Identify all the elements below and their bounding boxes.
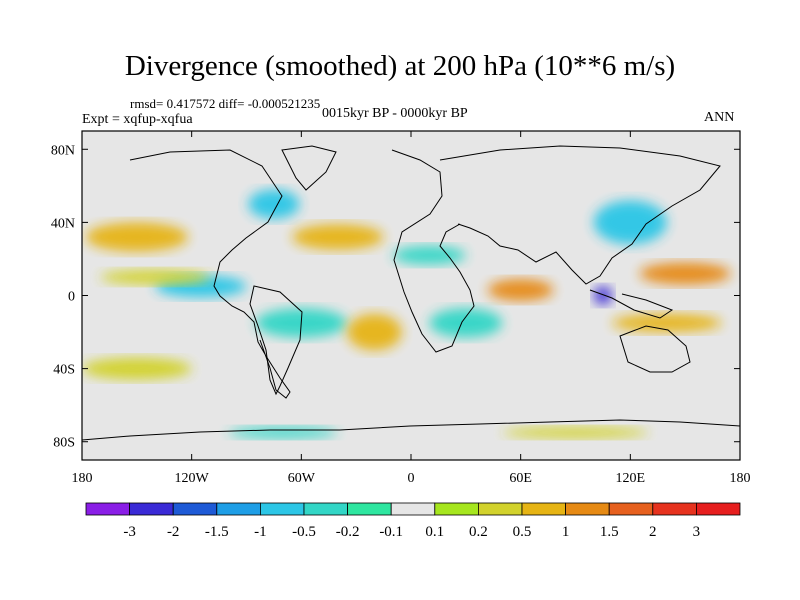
colorbar-label: -0.2 <box>336 524 360 540</box>
colorbar-swatch <box>608 502 654 516</box>
y-tick-label: 40S <box>53 363 75 378</box>
divergence-anomaly-region <box>502 427 649 439</box>
y-axis: 80N 40N 0 40S 80S <box>51 143 740 451</box>
divergence-anomaly-region <box>487 279 554 301</box>
colorbar-label: 0.1 <box>425 524 444 540</box>
rmsd-diff-label: rmsd= 0.417572 diff= -0.000521235 <box>130 96 321 111</box>
x-tick-label: 120E <box>616 471 646 486</box>
experiment-label: Expt = xqfup-xqfua <box>82 112 193 127</box>
colorbar-swatch <box>652 502 697 516</box>
coastline-maritime-continent <box>589 289 674 319</box>
colorbar-label: -1.5 <box>205 524 229 540</box>
colorbar-label: -0.1 <box>379 524 403 540</box>
colorbar-label: -3 <box>123 524 136 540</box>
colorbar-swatch <box>390 502 436 516</box>
colorbar-label: 2 <box>649 524 657 540</box>
colorbar-label: 0.5 <box>513 524 532 540</box>
x-tick-label: 120W <box>175 471 210 486</box>
divergence-anomaly-region <box>82 357 192 380</box>
coastline-greenland <box>281 145 337 191</box>
divergence-anomaly-region <box>248 189 300 219</box>
y-tick-label: 40N <box>51 216 75 231</box>
colorbar-label: 3 <box>693 524 701 540</box>
colorbar-label: 0.2 <box>469 524 488 540</box>
x-tick-label: 180 <box>730 471 751 486</box>
divergence-anomaly-region <box>228 427 338 439</box>
x-axis: 180 120W 60W 0 60E 120E 180 <box>72 131 751 486</box>
colorbar-swatch <box>347 502 392 516</box>
coastline-south-america <box>249 285 303 396</box>
colorbar-label: 1.5 <box>600 524 619 540</box>
colorbar-label: -1 <box>254 524 267 540</box>
colorbar-swatch <box>303 502 348 516</box>
chart-title: Divergence (smoothed) at 200 hPa (10**6 … <box>124 50 676 82</box>
period-label: 0015kyr BP - 0000kyr BP <box>322 106 468 121</box>
divergence-anomaly-region <box>429 308 503 338</box>
x-tick-label: 180 <box>72 471 93 486</box>
coastline-australia <box>619 325 691 373</box>
divergence-anomaly-region <box>292 224 384 250</box>
colorbar-swatch <box>565 502 610 516</box>
colorbar-swatch <box>216 502 261 516</box>
colorbar-label: -2 <box>167 524 180 540</box>
divergence-anomaly-region <box>392 246 466 265</box>
coastline-antarctica <box>82 419 740 441</box>
divergence-anomaly-region <box>347 313 402 351</box>
x-tick-label: 60W <box>288 471 316 486</box>
y-tick-label: 80S <box>53 436 75 451</box>
y-tick-label: 80N <box>51 143 75 158</box>
coastline-asia <box>439 145 721 285</box>
divergence-anomaly-region <box>100 269 210 285</box>
season-label: ANN <box>704 110 735 125</box>
divergence-anomaly-region <box>612 313 722 333</box>
coastline-europe-africa <box>391 149 475 353</box>
coastline-north-america <box>129 149 291 399</box>
colorbar-swatch <box>129 502 174 516</box>
colorbar-swatch <box>259 502 305 516</box>
x-tick-label: 0 <box>408 471 415 486</box>
colorbar-label: -0.5 <box>292 524 316 540</box>
colorbar-swatch <box>521 502 566 516</box>
colorbar: -3 -2 -1.5 -1 -0.5 -0.2 -0.1 0.1 0.2 0.5 1 1.5 2 3 <box>85 502 741 540</box>
colorbar-label: 1 <box>562 524 570 540</box>
divergence-anomaly-region <box>85 222 189 252</box>
divergence-anomaly-region <box>593 286 613 305</box>
colorbar-swatch <box>434 502 479 516</box>
divergence-anomaly-region <box>593 200 667 245</box>
divergence-anomaly-region <box>639 262 731 285</box>
x-tick-label: 60E <box>509 471 532 486</box>
colorbar-swatch <box>85 502 130 516</box>
colorbar-swatch <box>477 502 523 516</box>
colorbar-swatch <box>172 502 218 516</box>
y-tick-label: 0 <box>68 290 75 305</box>
divergence-field <box>82 189 731 439</box>
colorbar-swatch <box>696 502 741 516</box>
coastline <box>82 145 740 441</box>
